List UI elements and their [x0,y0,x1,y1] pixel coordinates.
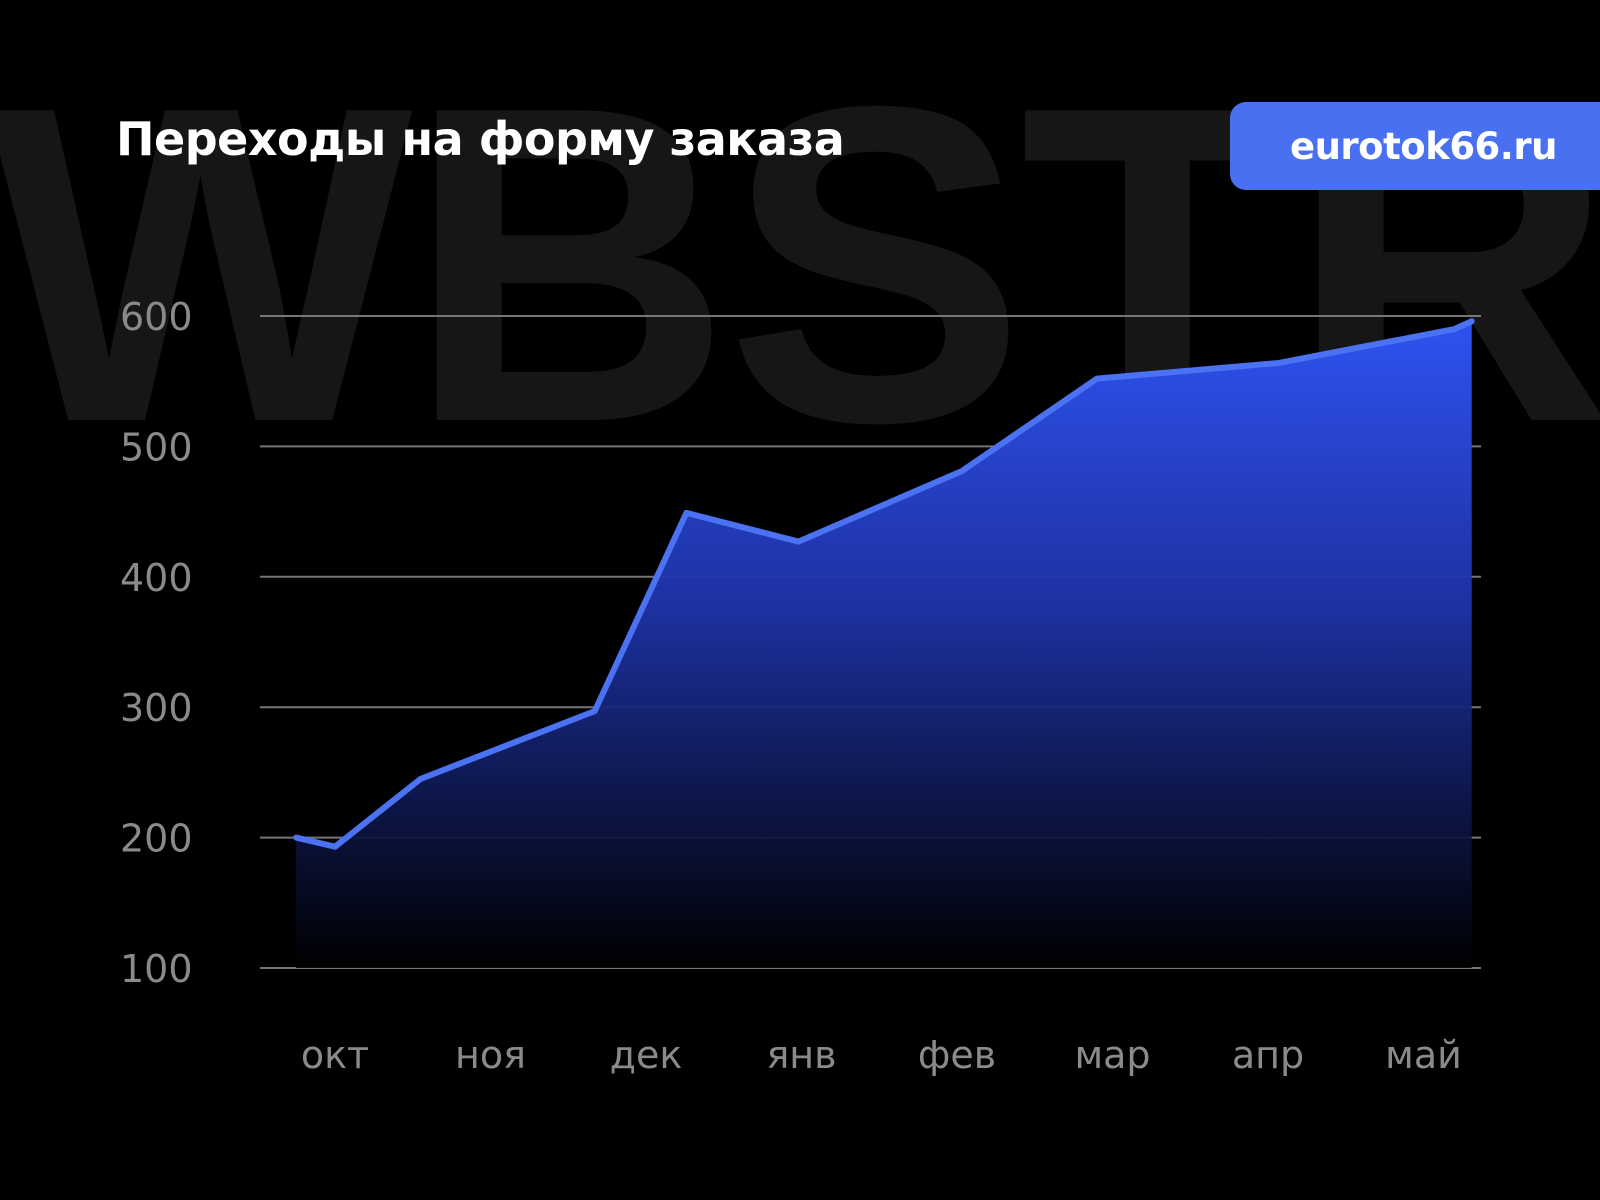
series-area [296,321,1472,968]
y-tick-label-400: 400 [120,556,193,600]
x-tick-label-окт: окт [301,1033,369,1077]
y-tick-label-100: 100 [120,947,193,991]
series-line [293,318,1475,850]
site-label: eurotok66.ru [1290,124,1557,168]
series-line-path [293,318,1475,850]
x-tick-label-фев: фев [918,1033,996,1077]
area-fill [296,321,1472,968]
y-tick-label-500: 500 [120,425,193,469]
chart-title: Переходы на форму заказа [116,112,845,166]
x-tick-label-дек: дек [610,1033,683,1077]
x-tick-label-ноя: ноя [455,1033,526,1077]
site-badge[interactable]: eurotok66.ru [1230,102,1600,190]
x-tick-label-май: май [1385,1033,1462,1077]
x-tick-label-янв: янв [766,1033,836,1077]
x-tick-label-мар: мар [1074,1033,1150,1077]
x-axis-ticks: окт ноя дек янв фев мар апр май [301,1033,1462,1077]
x-tick-label-апр: апр [1232,1033,1304,1077]
y-tick-label-600: 600 [120,295,193,339]
y-axis-ticks: 100 200 300 400 500 600 [120,295,193,991]
y-tick-label-300: 300 [120,686,193,730]
y-tick-label-200: 200 [120,817,193,861]
